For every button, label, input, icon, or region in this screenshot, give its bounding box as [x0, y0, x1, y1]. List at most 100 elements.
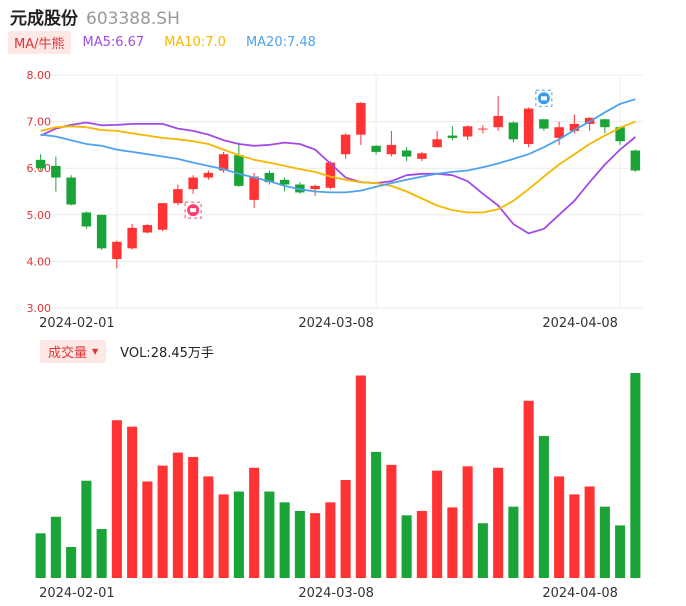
price-tick-label: 5.00	[27, 209, 52, 222]
candle-body	[81, 212, 92, 227]
buy-signal-icon	[184, 201, 202, 219]
volume-bar	[432, 470, 443, 578]
candle-body	[615, 127, 625, 142]
candle-body	[264, 172, 275, 183]
candle-body	[249, 176, 259, 200]
candle-body	[508, 122, 519, 140]
price-tick-label: 3.00	[27, 302, 52, 315]
volume-bar	[477, 523, 488, 578]
candle-body	[386, 144, 397, 155]
price-tick-label: 7.00	[27, 116, 52, 129]
candle-body	[35, 159, 46, 169]
volume-bar	[538, 436, 549, 578]
volume-bar	[325, 502, 336, 578]
volume-bar	[188, 456, 199, 578]
volume-bar	[523, 400, 534, 578]
price-tick-label: 8.00	[27, 69, 52, 82]
volume-bar	[249, 467, 260, 578]
candle-body	[310, 185, 320, 190]
candle-body	[188, 177, 198, 190]
volume-bar	[554, 476, 565, 578]
candle-body	[523, 108, 534, 144]
sell-signal-icon	[535, 89, 553, 107]
candle-body	[493, 116, 503, 128]
volume-bar	[157, 465, 168, 578]
volume-bar	[462, 466, 473, 578]
ma20-line	[40, 98, 636, 194]
ma20-label: MA20:7.48	[245, 34, 316, 50]
volume-value: VOL:28.45万手	[120, 345, 214, 361]
volume-bar	[218, 494, 229, 578]
volume-date-tick-label: 2024-04-08	[542, 586, 618, 601]
ma-legend: MA/牛熊 MA5:6.67 MA10:7.0 MA20:7.48	[8, 30, 316, 54]
candle-body	[112, 241, 122, 260]
ma5-label: MA5:6.67	[82, 34, 145, 50]
candle-body	[218, 154, 229, 171]
ma10-line	[40, 120, 636, 214]
volume-bar	[584, 486, 595, 578]
candle-body	[600, 119, 610, 128]
candle-body	[51, 165, 61, 178]
volume-bar	[615, 525, 626, 578]
volume-toggle-label: 成交量	[48, 345, 88, 361]
volume-bar	[630, 373, 641, 578]
candle-body	[127, 227, 137, 249]
volume-bar	[96, 529, 107, 578]
candle-body	[371, 145, 381, 152]
volume-bar	[340, 480, 351, 578]
stock-code: 603388.SH	[86, 9, 180, 29]
volume-legend: 成交量 ▼ VOL:28.45万手	[40, 339, 214, 363]
date-tick-label: 2024-04-08	[542, 316, 618, 331]
ma-toggle-button[interactable]: MA/牛熊	[8, 30, 71, 54]
volume-bar	[310, 513, 321, 578]
volume-bar	[233, 491, 244, 578]
candle-body	[157, 203, 168, 230]
volume-bar	[279, 502, 290, 578]
volume-bar	[142, 481, 153, 578]
candle-body	[478, 128, 488, 130]
candle-body	[417, 153, 427, 159]
volume-bar	[371, 451, 382, 578]
candle-body	[447, 135, 458, 138]
volume-bar	[569, 494, 580, 578]
candle-body	[325, 162, 336, 188]
volume-bar	[386, 464, 397, 578]
volume-date-tick-label: 2024-02-01	[39, 586, 115, 601]
volume-bar	[294, 510, 305, 578]
volume-bar	[416, 510, 427, 578]
volume-bar	[172, 452, 183, 578]
volume-bar	[401, 515, 412, 578]
price-tick-label: 4.00	[27, 255, 52, 268]
candle-body	[554, 127, 564, 138]
volume-bar	[447, 507, 458, 578]
candle-body	[539, 119, 549, 129]
candle-body	[462, 126, 473, 137]
stock-header: 元成股份 603388.SH	[10, 4, 180, 29]
volume-bar	[50, 516, 61, 578]
volume-bar	[203, 476, 214, 578]
candle-body	[142, 225, 153, 233]
volume-date-tick-label: 2024-03-08	[298, 586, 374, 601]
volume-bar	[66, 547, 77, 578]
candle-body	[356, 102, 366, 135]
candle-body	[401, 150, 412, 157]
candle-body	[234, 155, 244, 186]
volume-bar	[127, 426, 138, 578]
volume-bar	[264, 491, 275, 578]
volume-bar	[111, 420, 122, 578]
volume-bar	[493, 467, 504, 578]
date-tick-label: 2024-02-01	[39, 316, 115, 331]
candle-body	[203, 172, 214, 178]
candle-body	[279, 179, 290, 185]
candle-body	[630, 150, 641, 171]
ma10-label: MA10:7.0	[164, 34, 226, 50]
candle-body	[569, 123, 580, 131]
candle-body	[340, 134, 351, 155]
volume-bar	[599, 506, 610, 578]
candle-body	[96, 214, 107, 249]
volume-bar	[35, 533, 46, 578]
volume-toggle-button[interactable]: 成交量 ▼	[40, 339, 107, 363]
volume-bar	[508, 506, 519, 578]
candle-body	[432, 139, 442, 148]
